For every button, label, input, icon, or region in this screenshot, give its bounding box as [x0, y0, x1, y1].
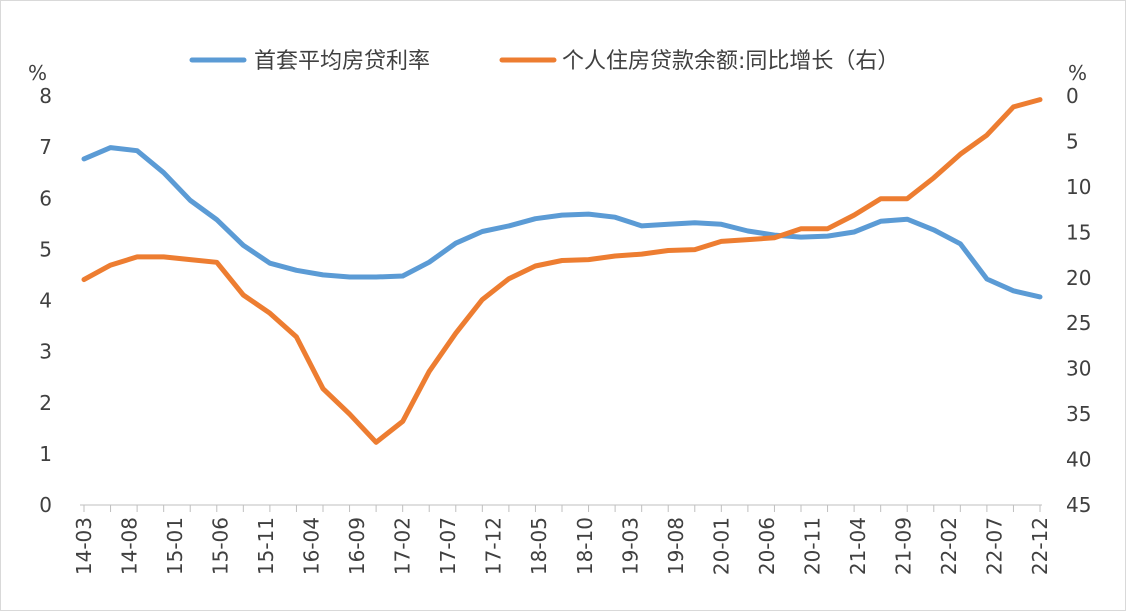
series-line-2: [81, 97, 1043, 445]
right-axis-tick-label: 45: [1066, 493, 1091, 517]
x-axis-tick-label: 22-02: [937, 517, 961, 575]
x-axis-tick-label: 20-01: [709, 517, 733, 575]
right-axis-unit-label: %: [1068, 61, 1087, 85]
left-axis-tick-label: 6: [39, 186, 52, 210]
left-axis-tick-label: 0: [39, 493, 52, 517]
left-axis-tick-label: 1: [39, 442, 52, 466]
x-axis-tick-label: 15-01: [163, 517, 187, 575]
right-axis-tick-label: 20: [1066, 266, 1091, 290]
x-axis-tick-label: 20-06: [755, 517, 779, 575]
legend-label-series-2: 个人住房贷款余额:同比增长（右）: [562, 49, 899, 74]
legend-label-series-1: 首套平均房贷利率: [254, 49, 430, 74]
x-axis-tick-label: 18-05: [527, 517, 551, 575]
right-axis-ticks: 0 5 10 15 20 25 30 35 40 45: [1066, 84, 1091, 517]
left-axis-tick-label: 8: [39, 84, 52, 108]
left-axis-unit-label: %: [28, 61, 47, 85]
x-axis-tick-label: 17-12: [482, 517, 506, 575]
x-axis-tick-label: 19-08: [664, 517, 688, 575]
x-axis-tick-label: 14-08: [118, 517, 142, 575]
left-axis-ticks: 0 1 2 3 4 5 6 7 8: [39, 84, 52, 517]
series-line-1: [81, 145, 1043, 300]
x-axis-tick-label: 22-07: [982, 517, 1006, 575]
right-axis-tick-label: 15: [1066, 220, 1091, 244]
x-axis-tick-label: 16-04: [300, 517, 324, 575]
x-axis-tick-label: 20-11: [800, 517, 824, 575]
legend: 首套平均房贷利率 个人住房贷款余额:同比增长（右）: [189, 49, 899, 74]
x-axis-tick-label: 22-12: [1028, 517, 1052, 575]
x-axis-tick-label: 15-11: [254, 517, 278, 575]
x-axis-tick-label: 21-04: [846, 517, 870, 575]
x-axis-tick-label: 19-03: [618, 517, 642, 575]
right-axis-tick-label: 30: [1066, 357, 1091, 381]
left-axis-tick-label: 7: [39, 135, 52, 159]
x-axis: 14-03 14-08 15-01 15-06 15-11 16-04 16-09 17-02…: [72, 504, 1052, 575]
left-axis-tick-label: 4: [39, 289, 52, 313]
x-axis-tick-label: 18-10: [573, 517, 597, 575]
right-axis-tick-label: 10: [1066, 175, 1091, 199]
x-axis-tick-label: 14-03: [72, 517, 96, 575]
series-lines: [81, 97, 1043, 445]
right-axis-tick-label: 25: [1066, 311, 1091, 335]
right-axis-tick-label: 35: [1066, 402, 1091, 426]
x-axis-tick-label: 17-02: [391, 517, 415, 575]
right-axis-tick-label: 0: [1066, 84, 1079, 108]
left-axis-tick-label: 2: [39, 391, 52, 415]
x-axis-tick-label: 21-09: [891, 517, 915, 575]
right-axis-tick-label: 40: [1066, 448, 1091, 472]
x-axis-tick-label: 17-07: [436, 517, 460, 575]
left-axis-tick-label: 5: [39, 237, 52, 261]
left-axis-tick-label: 3: [39, 340, 52, 364]
x-axis-tick-label: 16-09: [345, 517, 369, 575]
right-axis-tick-label: 5: [1066, 129, 1079, 153]
x-axis-tick-label: 15-06: [209, 517, 233, 575]
